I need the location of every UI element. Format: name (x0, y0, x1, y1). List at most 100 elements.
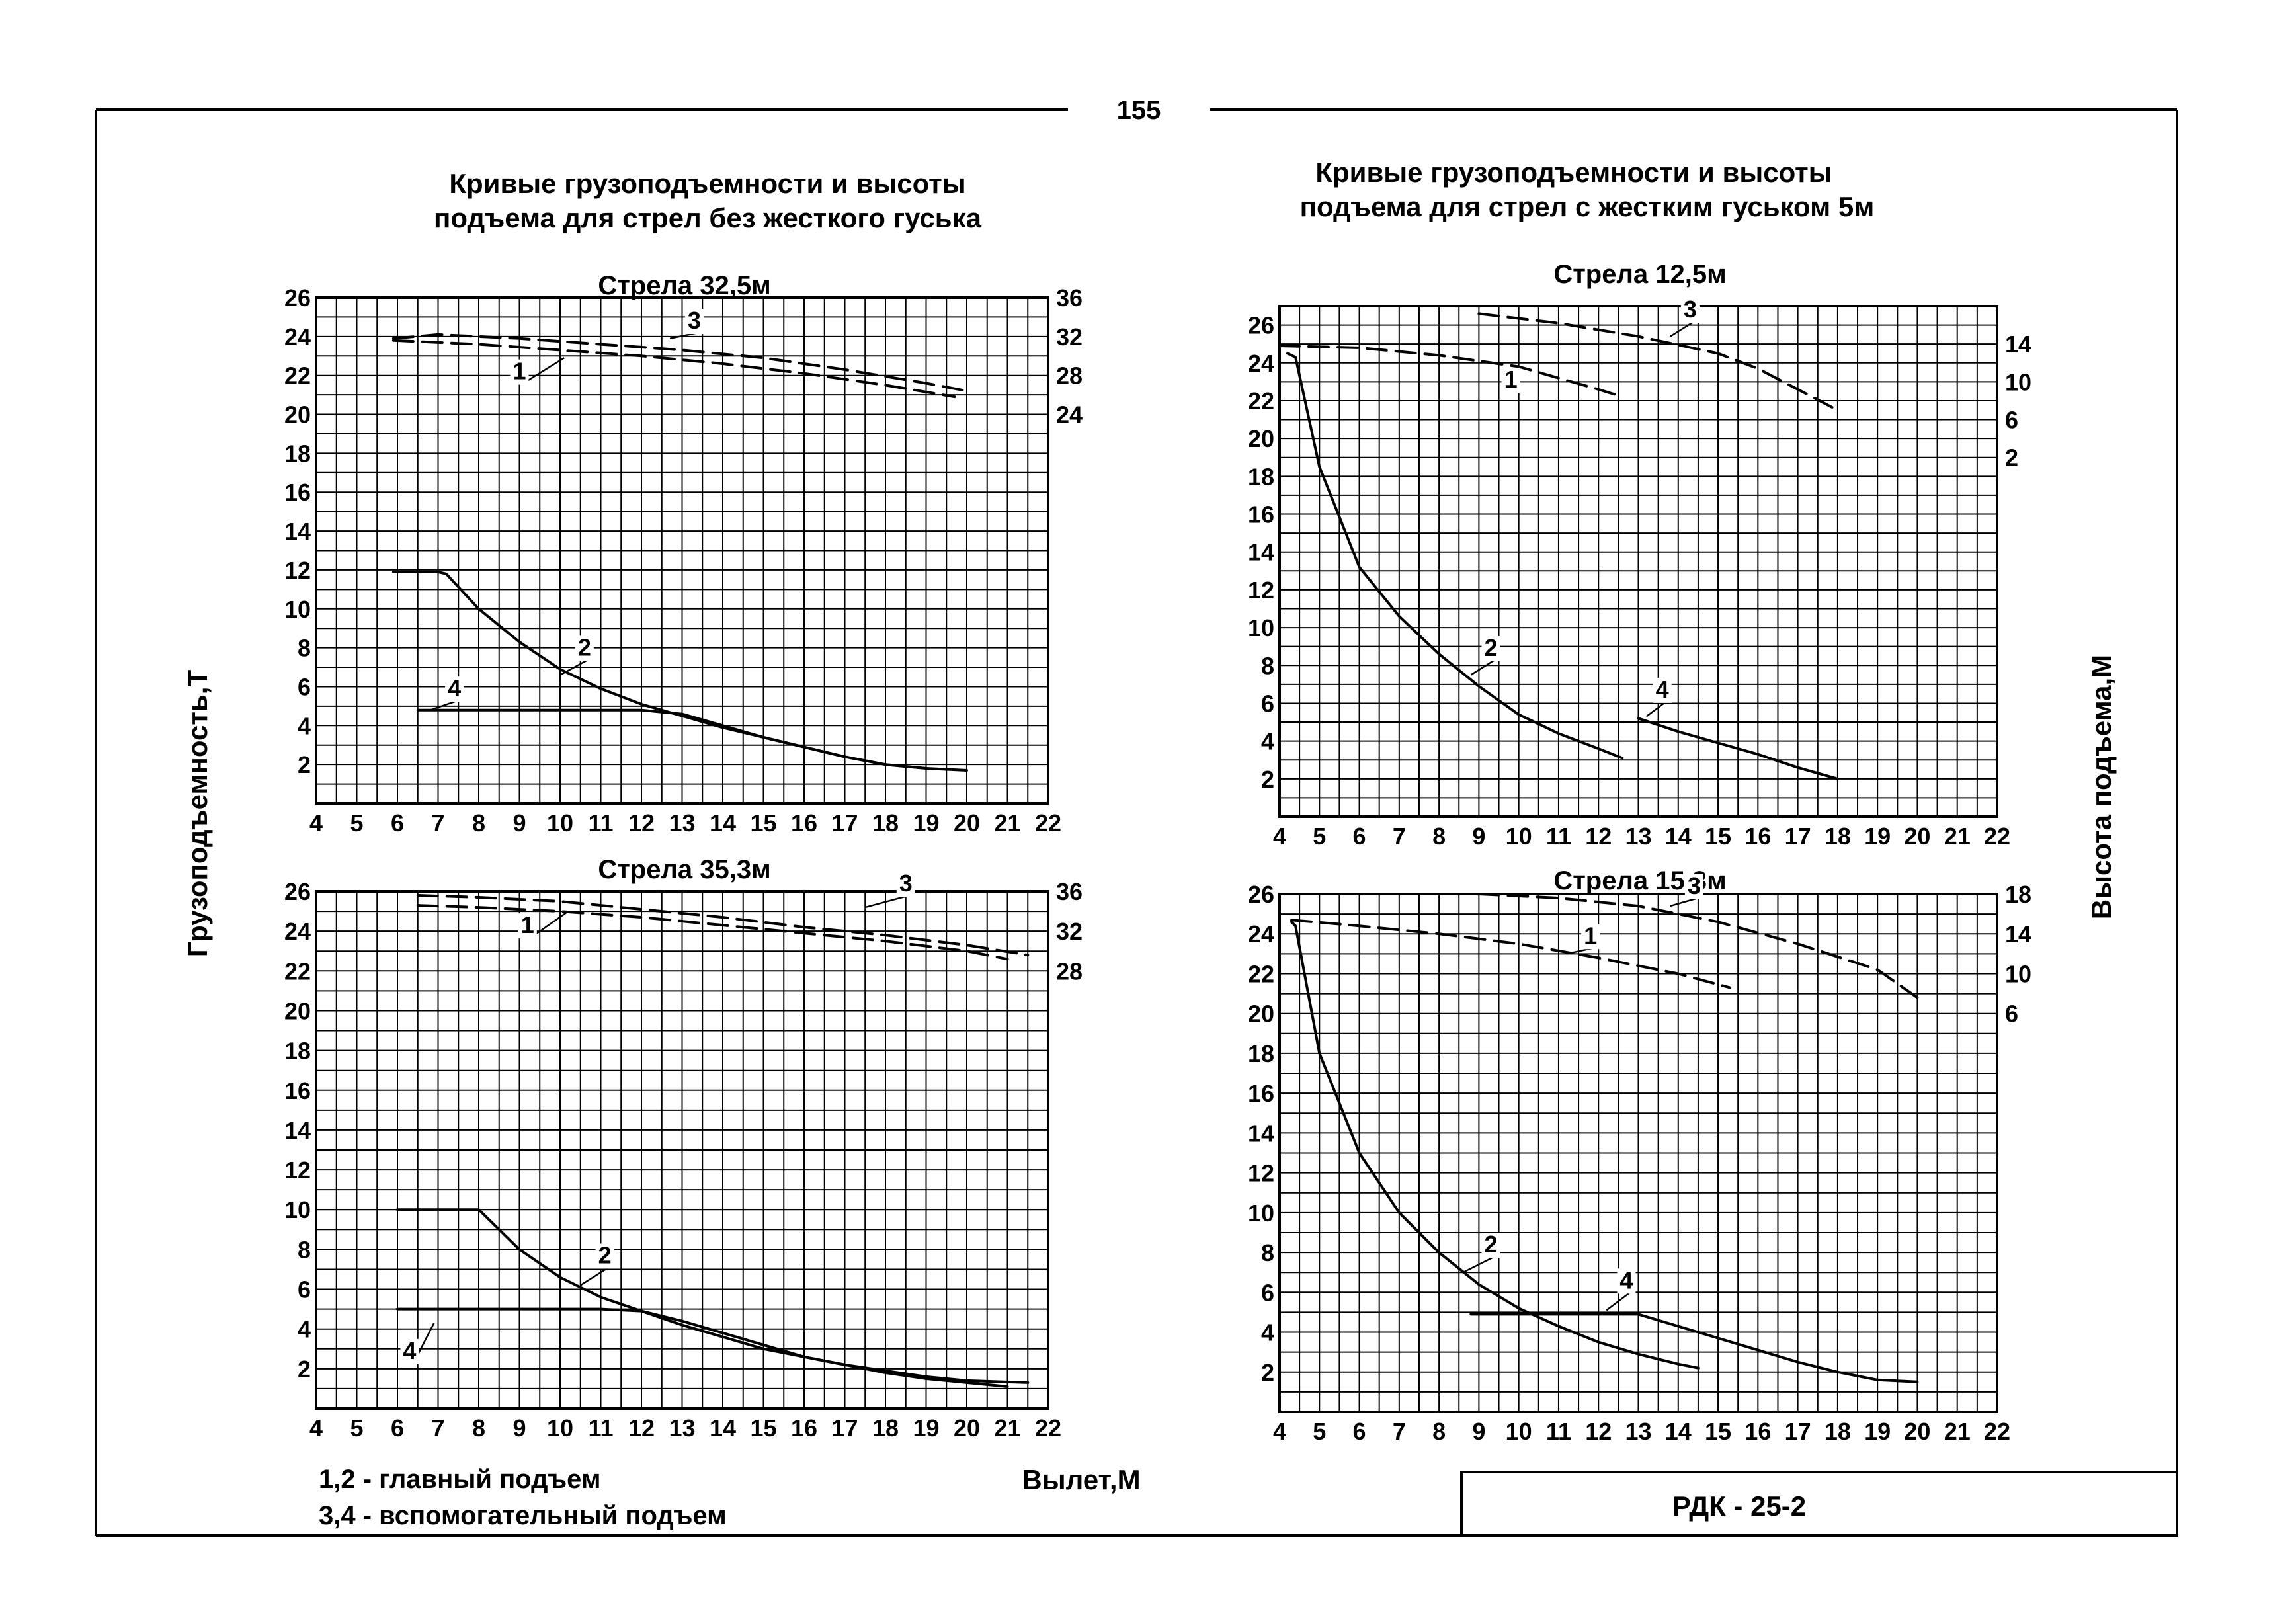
series-curve-4 (1637, 717, 1839, 780)
y-tick-label: 12 (1248, 1160, 1274, 1187)
annotation-leader (1670, 897, 1699, 907)
y-tick-label: 26 (1248, 881, 1274, 908)
y-tick-label: 4 (1261, 728, 1274, 755)
x-tick-label: 16 (791, 809, 817, 837)
x-tick-label: 14 (710, 1414, 736, 1442)
y-tick-label: 14 (284, 1117, 311, 1144)
x-tick-label: 9 (1472, 1418, 1485, 1445)
series-curve-1 (1290, 919, 1732, 989)
plot-border (1278, 893, 1998, 1413)
curve-label: 4 (403, 1337, 416, 1364)
x-tick-label: 12 (628, 1414, 655, 1442)
y-tick-label: 22 (284, 362, 311, 389)
right-tick-label: 2 (2005, 444, 2018, 471)
annotation-backdrop (1617, 1268, 1636, 1294)
right-heading-line2: подъема для стрел с жестким гуськом 5м (1300, 191, 1875, 222)
x-tick-label: 4 (1273, 823, 1286, 850)
annotation-leader (1645, 700, 1667, 717)
y-tick-label: 16 (284, 1077, 311, 1104)
annotation-backdrop (400, 1338, 419, 1364)
legend-line1: 1,2 - главный подъем (319, 1465, 600, 1494)
right-heading-line1: Кривые грузоподъемности и высоты (1315, 157, 1832, 188)
annotation-backdrop (896, 872, 915, 897)
chart-title: Стрела 32,5м (598, 271, 770, 300)
x-tick-label: 4 (309, 809, 323, 837)
y-tick-label: 6 (298, 1276, 311, 1303)
chart-title: Стрела 35,3м (598, 855, 770, 884)
x-tick-label: 13 (669, 809, 695, 837)
annotation-backdrop (518, 913, 537, 939)
y-tick-label: 8 (298, 635, 311, 662)
curve-label: 1 (1584, 922, 1597, 949)
annotation-leader (580, 1266, 610, 1286)
x-tick-label: 17 (1785, 1418, 1811, 1445)
annotation-backdrop (1481, 1233, 1500, 1258)
x-tick-label: 6 (1353, 1418, 1366, 1445)
annotation-leader (1670, 321, 1695, 337)
annotation-backdrop (1501, 367, 1520, 393)
annotation-backdrop (575, 635, 594, 661)
y-tick-label: 2 (298, 1356, 311, 1383)
curve-label: 3 (1688, 872, 1701, 899)
x-tick-label: 20 (954, 1414, 980, 1442)
y-tick-label: 12 (1248, 577, 1274, 604)
right-tick-label: 32 (1056, 323, 1083, 350)
x-tick-label: 5 (350, 809, 363, 837)
curve-label: 2 (598, 1241, 612, 1268)
annotation-backdrop (1581, 924, 1600, 950)
x-tick-label: 19 (913, 809, 939, 837)
chart-br: Стрела 15,3м4 5 6 7 8 9 10 11 12 13 14 15 16 17 18 19 20… (1248, 866, 2031, 1445)
x-tick-label: 9 (1472, 823, 1485, 850)
annotation-leader (1606, 1291, 1631, 1311)
curve-label: 4 (448, 675, 461, 702)
curve-label: 1 (521, 911, 534, 938)
left-heading-line1: Кривые грузоподъемности и высоты (449, 168, 965, 199)
y-tick-label: 12 (284, 1157, 311, 1184)
series-curve-1 (391, 339, 956, 399)
y-tick-label: 22 (284, 958, 311, 985)
y-tick-label: 10 (1248, 1200, 1274, 1227)
x-tick-label: 8 (1432, 823, 1446, 850)
x-tick-label: 16 (791, 1414, 817, 1442)
x-tick-label: 9 (512, 1414, 526, 1442)
series-curve-1 (1278, 345, 1624, 399)
y-tick-label: 18 (1248, 1040, 1274, 1067)
x-tick-label: 19 (1864, 1418, 1891, 1445)
x-tick-label: 10 (1506, 1418, 1532, 1445)
x-tick-label: 14 (710, 809, 736, 837)
y-tick-label: 26 (284, 878, 311, 905)
plot-border (315, 296, 1049, 805)
x-tick-label: 13 (1625, 823, 1651, 850)
y-tick-label: 8 (1261, 652, 1274, 679)
curve-label: 2 (1484, 1231, 1497, 1258)
annotation-leader (559, 659, 589, 676)
y-tick-label: 2 (1261, 1359, 1274, 1386)
y-tick-label: 24 (1248, 921, 1274, 948)
x-tick-label: 17 (831, 809, 858, 837)
chart-bl: Стрела 35,3м4 5 6 7 8 9 10 11 12 13 14 15 16 17 18 19 20… (284, 855, 1083, 1442)
x-tick-label: 22 (1035, 809, 1061, 837)
plot-border (315, 890, 1049, 1410)
x-tick-label: 13 (669, 1414, 695, 1442)
annotation-backdrop (1481, 635, 1500, 661)
y-tick-label: 8 (298, 1236, 311, 1263)
y-tick-label: 14 (1248, 1120, 1274, 1147)
x-tick-label: 19 (913, 1414, 939, 1442)
series-curve-2 (1290, 921, 1700, 1370)
right-tick-label: 6 (2005, 407, 2018, 434)
y-tick-label: 16 (284, 479, 311, 506)
curve-label: 3 (1684, 296, 1697, 323)
x-tick-label: 4 (1273, 1418, 1286, 1445)
annotation-backdrop (1684, 874, 1703, 899)
y-tick-label: 20 (284, 997, 311, 1024)
annotation-backdrop (445, 676, 464, 702)
x-tick-label: 22 (1984, 823, 2010, 850)
x-tick-label: 19 (1864, 823, 1891, 850)
x-tick-label: 18 (872, 1414, 899, 1442)
y-tick-label: 18 (1248, 463, 1274, 490)
annotation-leader (531, 911, 569, 938)
x-tick-label: 6 (1353, 823, 1366, 850)
charts-layer: Стрела 32,5м4 5 6 7 8 9 10 11 12 13 14 15 16 17 18 19 20… (284, 260, 2031, 1445)
right-tick-label: 6 (2005, 1001, 2018, 1028)
x-tick-label: 7 (1393, 1418, 1406, 1445)
